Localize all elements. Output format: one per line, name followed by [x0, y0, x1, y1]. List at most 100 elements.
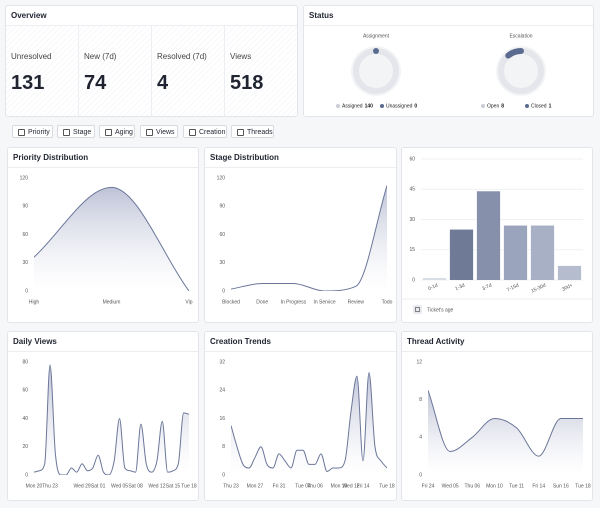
y-tick-label: 8: [222, 444, 225, 450]
stat-value: 131: [11, 72, 45, 94]
x-tick-label: Tue 04: [295, 483, 311, 489]
donut-arc: [353, 48, 399, 94]
status-panel: Status Assignment Assigned 140 Unassigned 0 E…: [303, 5, 594, 117]
legend-value: 8: [501, 103, 504, 109]
x-tick-label: Fri 24: [422, 483, 435, 489]
x-tick-label: 1-3d: [454, 282, 466, 292]
x-tick-label: 15-30d: [530, 282, 547, 294]
y-tick-label: 60: [22, 388, 28, 394]
y-tick-label: 40: [22, 416, 28, 422]
x-tick-label: Fri 14: [357, 483, 370, 489]
x-tick-label: Done: [256, 299, 268, 305]
legend-label: Open: [487, 103, 499, 109]
x-tick-label: Tue 11: [509, 483, 524, 489]
chart-panel: Stage Distribution 0 30 60 90 120 Blocked Done I…: [204, 147, 397, 323]
area-fill: [34, 187, 189, 291]
x-tick-label: Fri 14: [532, 483, 545, 489]
x-tick-label: Mon 20: [26, 483, 43, 489]
area-fill: [231, 372, 387, 475]
chart-title: Creation Trends: [205, 332, 396, 352]
chart-title: Thread Activity: [402, 332, 592, 352]
bar: [557, 265, 582, 280]
legend-label: Ticket's age: [427, 307, 454, 313]
y-tick-label: 8: [419, 397, 422, 403]
x-tick-label: Thu 06: [464, 483, 480, 489]
legend-icon: [413, 305, 422, 314]
stat-card: New (7d) 74: [79, 26, 152, 116]
x-tick-label: Sat 15: [166, 483, 181, 489]
x-tick-label: Medium: [103, 299, 121, 305]
area-fill: [231, 185, 387, 291]
y-tick-label: 15: [409, 247, 415, 253]
x-tick-label: Thu 23: [223, 483, 239, 489]
chart: 0 30 60 90 120 High Medium Vip: [20, 175, 193, 305]
x-tick-label: 30d+: [561, 283, 574, 293]
area-fill: [428, 390, 583, 475]
legend-value: 0: [414, 103, 417, 109]
chart: 0 30 60 90 120 Blocked Done In Progress In Servi…: [217, 175, 393, 305]
x-tick-label: Tue 18: [181, 483, 197, 489]
donut-title: Escalation: [509, 33, 532, 39]
donut-arc: [498, 48, 544, 94]
bar: [476, 191, 501, 280]
y-tick-label: 60: [22, 232, 28, 238]
stat-card: Resolved (7d) 4: [152, 26, 225, 116]
legend-value: 1: [549, 103, 552, 109]
x-tick-label: Sat 08: [128, 483, 143, 489]
stat-value: 74: [84, 72, 107, 94]
y-tick-label: 24: [219, 388, 225, 394]
y-tick-label: 30: [409, 217, 415, 223]
y-tick-label: 20: [22, 444, 28, 450]
x-tick-label: Sat 01: [91, 483, 106, 489]
chart: 0 4 8 12 Fri 24 Wed 05 Thu 06 Mon 10 Tue 11 Fri 1…: [416, 359, 590, 489]
x-tick-label: Sun 16: [553, 483, 569, 489]
x-tick-label: Mon 10: [486, 483, 503, 489]
y-tick-label: 90: [219, 204, 225, 210]
x-tick-label: In Service: [313, 299, 335, 305]
tab-button[interactable]: Creation: [183, 125, 227, 138]
legend-dot: [525, 104, 529, 108]
legend-value: 140: [365, 103, 374, 109]
line: [34, 364, 189, 475]
x-tick-label: Wed 05: [111, 483, 128, 489]
chart-panel: Thread Activity 0 4 8 12 Fri 24 Wed 05 Thu 06 Mo…: [401, 331, 593, 501]
chart: 0 15 30 45 60 0-1d 1-3d 3-7d 7-15d 15-30d 30d+ Tick…: [402, 156, 592, 314]
chart-panel: Creation Trends 0 8 16 24 32 Thu 23 Mon 27 Fri 3…: [204, 331, 397, 501]
tab-button[interactable]: Aging: [99, 125, 135, 138]
y-tick-label: 4: [419, 435, 422, 441]
x-tick-label: Wed 12: [148, 483, 165, 489]
y-tick-label: 0: [25, 288, 28, 294]
panel-title: Overview: [6, 6, 297, 26]
x-tick-label: High: [29, 299, 40, 305]
x-tick-label: Thu 23: [42, 483, 58, 489]
chart-title: Daily Views: [8, 332, 198, 352]
status-donuts: Assignment Assigned 140 Unassigned 0 Escalati…: [336, 33, 552, 109]
tab-button[interactable]: Priority: [12, 125, 53, 138]
x-tick-label: Blocked: [222, 299, 240, 305]
panel-title: Status: [304, 6, 593, 26]
legend-label: Closed: [531, 103, 547, 109]
tab-button[interactable]: Threads: [231, 125, 274, 138]
stat-card: Views 518: [225, 26, 297, 116]
legend-swatch: [415, 307, 420, 312]
y-tick-label: 120: [217, 175, 226, 181]
y-tick-label: 80: [22, 359, 28, 365]
x-tick-label: 0-1d: [427, 282, 439, 292]
line: [231, 372, 387, 472]
x-tick-label: In Progress: [281, 299, 307, 305]
bar: [530, 225, 555, 280]
legend-dot: [481, 104, 485, 108]
bar: [449, 229, 474, 280]
stat-value: 518: [230, 72, 264, 94]
tab-button[interactable]: Stage: [57, 125, 95, 138]
y-tick-label: 90: [22, 204, 28, 210]
y-tick-label: 45: [409, 187, 415, 193]
stat-label: Views: [230, 52, 252, 61]
tab-button[interactable]: Views: [140, 125, 178, 138]
y-tick-label: 30: [219, 260, 225, 266]
x-tick-label: Todo: [382, 299, 393, 305]
y-tick-label: 60: [409, 156, 415, 162]
y-tick-label: 0: [222, 472, 225, 478]
bar: [422, 277, 447, 280]
